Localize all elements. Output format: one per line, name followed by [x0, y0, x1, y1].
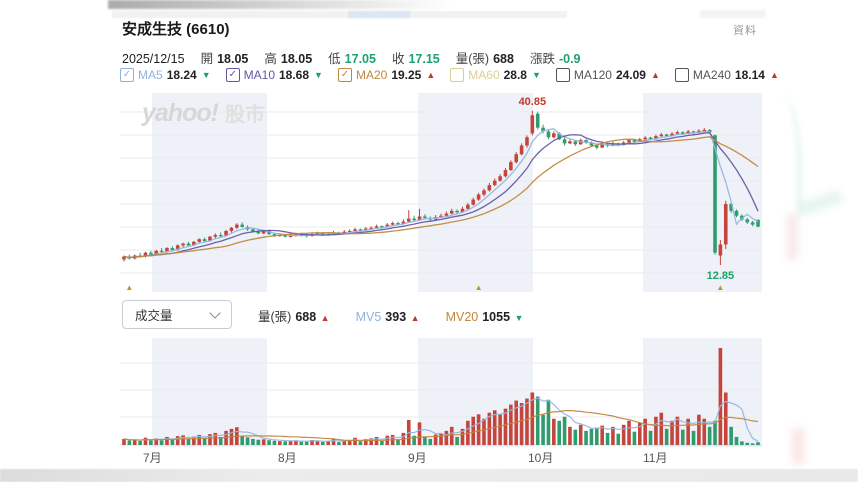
trend-arrow-icon: ▲ — [320, 313, 330, 323]
ma10-toggle[interactable]: ✓ MA10 18.68 ▼ — [225, 68, 323, 82]
indicator-dropdown[interactable]: 成交量 — [122, 300, 232, 329]
stat-close: 收 17.15 — [391, 52, 440, 66]
ma20-toggle[interactable]: ✓ MA20 19.25 ▲ — [337, 68, 436, 82]
stat-low: 低 17.05 — [328, 52, 376, 66]
trend-arrow-icon: ▼ — [201, 70, 211, 80]
stat-change: 漲跌 -0.9 — [529, 52, 581, 66]
check-icon: ✓ — [122, 69, 132, 80]
quote-stats-row: 2025/12/15 開 18.05 高 18.05 低 17.05 收 17.15 量… — [122, 48, 581, 67]
ma10-label: MA10 — [243, 68, 275, 82]
yahoo-stock-watermark: yahoo! 股市 — [142, 99, 265, 127]
trend-arrow-icon: ▼ — [531, 70, 541, 80]
x-axis-label-jul: 7月 — [143, 451, 162, 465]
indicator-dropdown-label: 成交量 — [135, 309, 173, 323]
volume-legend-row: 量(張) 688 ▲ MV5 393 ▲ MV20 1055 ▼ — [258, 306, 523, 325]
ma240-label: MA240 — [692, 68, 731, 82]
volume-stat: 量(張) 688 ▲ — [258, 310, 330, 324]
ma120-checkbox[interactable]: ✓ — [555, 68, 570, 82]
ma120-label: MA120 — [573, 68, 612, 82]
svg-text:▲: ▲ — [475, 283, 483, 292]
trend-arrow-icon: ▼ — [314, 70, 323, 80]
mv5-stat: MV5 393 ▲ — [355, 310, 420, 324]
x-axis-label-aug: 8月 — [278, 451, 297, 465]
svg-text:▲: ▲ — [125, 283, 133, 292]
trend-arrow-icon: ▲ — [426, 70, 436, 80]
ma5-checkbox[interactable]: ✓ — [120, 68, 134, 82]
x-axis-label-sep: 9月 — [408, 451, 427, 465]
stat-high: 高 18.05 — [264, 52, 313, 66]
svg-text:12.85: 12.85 — [707, 270, 735, 282]
stat-open: 開 18.05 — [200, 52, 249, 66]
trend-arrow-icon: ▲ — [650, 70, 660, 80]
yahoo-logo: yahoo! — [142, 99, 219, 127]
mv20-stat: MV20 1055 ▼ — [445, 310, 524, 324]
ma60-label: MA60 — [468, 68, 500, 82]
stat-volume: 量(張) 688 — [455, 52, 514, 66]
trend-arrow-icon: ▼ — [514, 313, 524, 323]
quote-date: 2025/12/15 — [122, 52, 185, 66]
trend-arrow-icon: ▲ — [410, 313, 420, 323]
ma60-checkbox[interactable]: ✓ — [450, 68, 465, 82]
ma10-checkbox[interactable]: ✓ — [225, 68, 240, 82]
check-icon: ✓ — [228, 69, 237, 80]
check-icon: ✓ — [340, 69, 350, 80]
ma5-label: MA5 — [138, 68, 163, 82]
x-axis-label-oct: 10月 — [528, 451, 554, 465]
corner-source-text: 資料 — [733, 25, 757, 37]
svg-text:▲: ▲ — [716, 283, 724, 292]
x-axis-label-nov: 11月 — [643, 451, 668, 465]
volume-chart[interactable] — [120, 340, 762, 446]
stock-title: 安成生技 (6610) — [122, 21, 230, 38]
chevron-down-icon — [209, 307, 221, 319]
ma20-checkbox[interactable]: ✓ — [337, 68, 352, 82]
ma5-toggle[interactable]: ✓ MA5 18.24 ▼ — [120, 68, 211, 82]
svg-text:40.85: 40.85 — [519, 96, 547, 108]
ma240-checkbox[interactable]: ✓ — [674, 68, 689, 82]
price-chart[interactable] — [120, 95, 762, 292]
trend-arrow-icon: ▲ — [769, 70, 779, 80]
ma20-label: MA20 — [355, 68, 388, 82]
